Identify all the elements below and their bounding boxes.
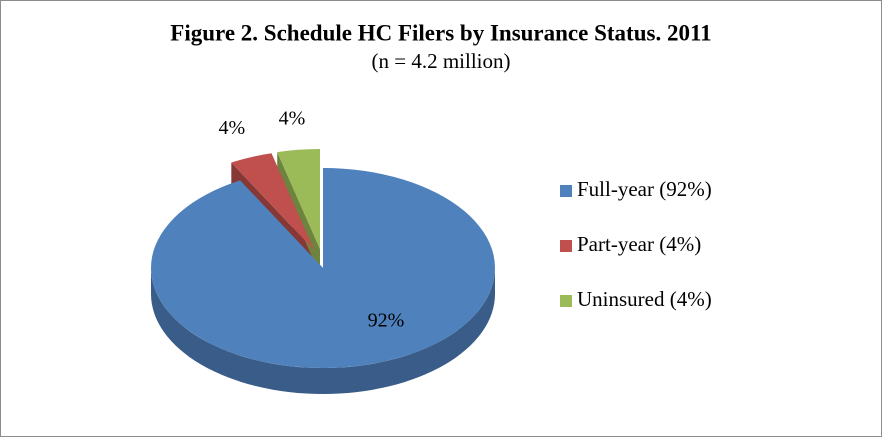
- slice-side: [151, 268, 495, 394]
- legend-label: Full-year (92%): [577, 177, 712, 201]
- data-label: 4%: [219, 117, 246, 139]
- chart-title: Figure 2. Schedule HC Filers by Insuranc…: [170, 20, 711, 45]
- pie-slice: [231, 153, 315, 251]
- legend-swatch: [560, 295, 572, 307]
- data-label: 92%: [368, 310, 405, 332]
- pie-slice: [151, 168, 496, 368]
- pie: 92% 4% 4%: [151, 108, 496, 394]
- legend-label: Uninsured (4%): [577, 287, 712, 311]
- legend-swatch: [560, 185, 572, 197]
- pie-slice: [277, 148, 320, 249]
- legend-swatch: [560, 240, 572, 252]
- legend-label: Part-year (4%): [577, 232, 701, 256]
- data-label: 4%: [279, 108, 306, 130]
- legend: Full-year (92%) Part-year (4%) Uninsured (…: [560, 177, 712, 311]
- chart-subtitle: (n = 4.2 million): [371, 49, 510, 73]
